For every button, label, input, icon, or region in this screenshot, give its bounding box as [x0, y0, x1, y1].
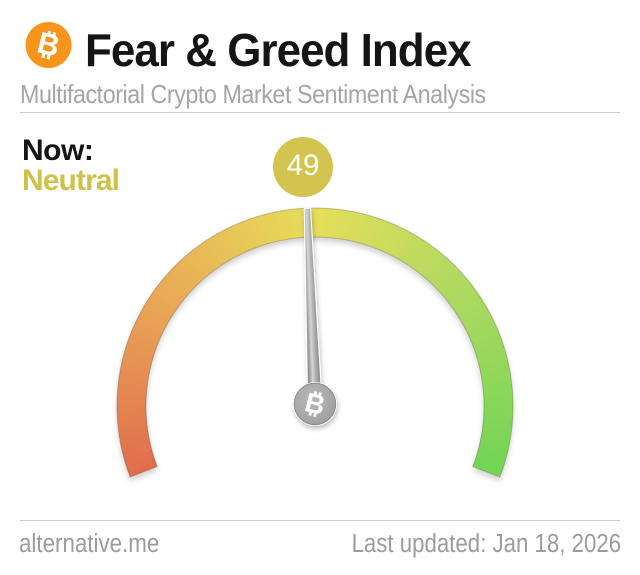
svg-text:49: 49 [287, 149, 320, 182]
